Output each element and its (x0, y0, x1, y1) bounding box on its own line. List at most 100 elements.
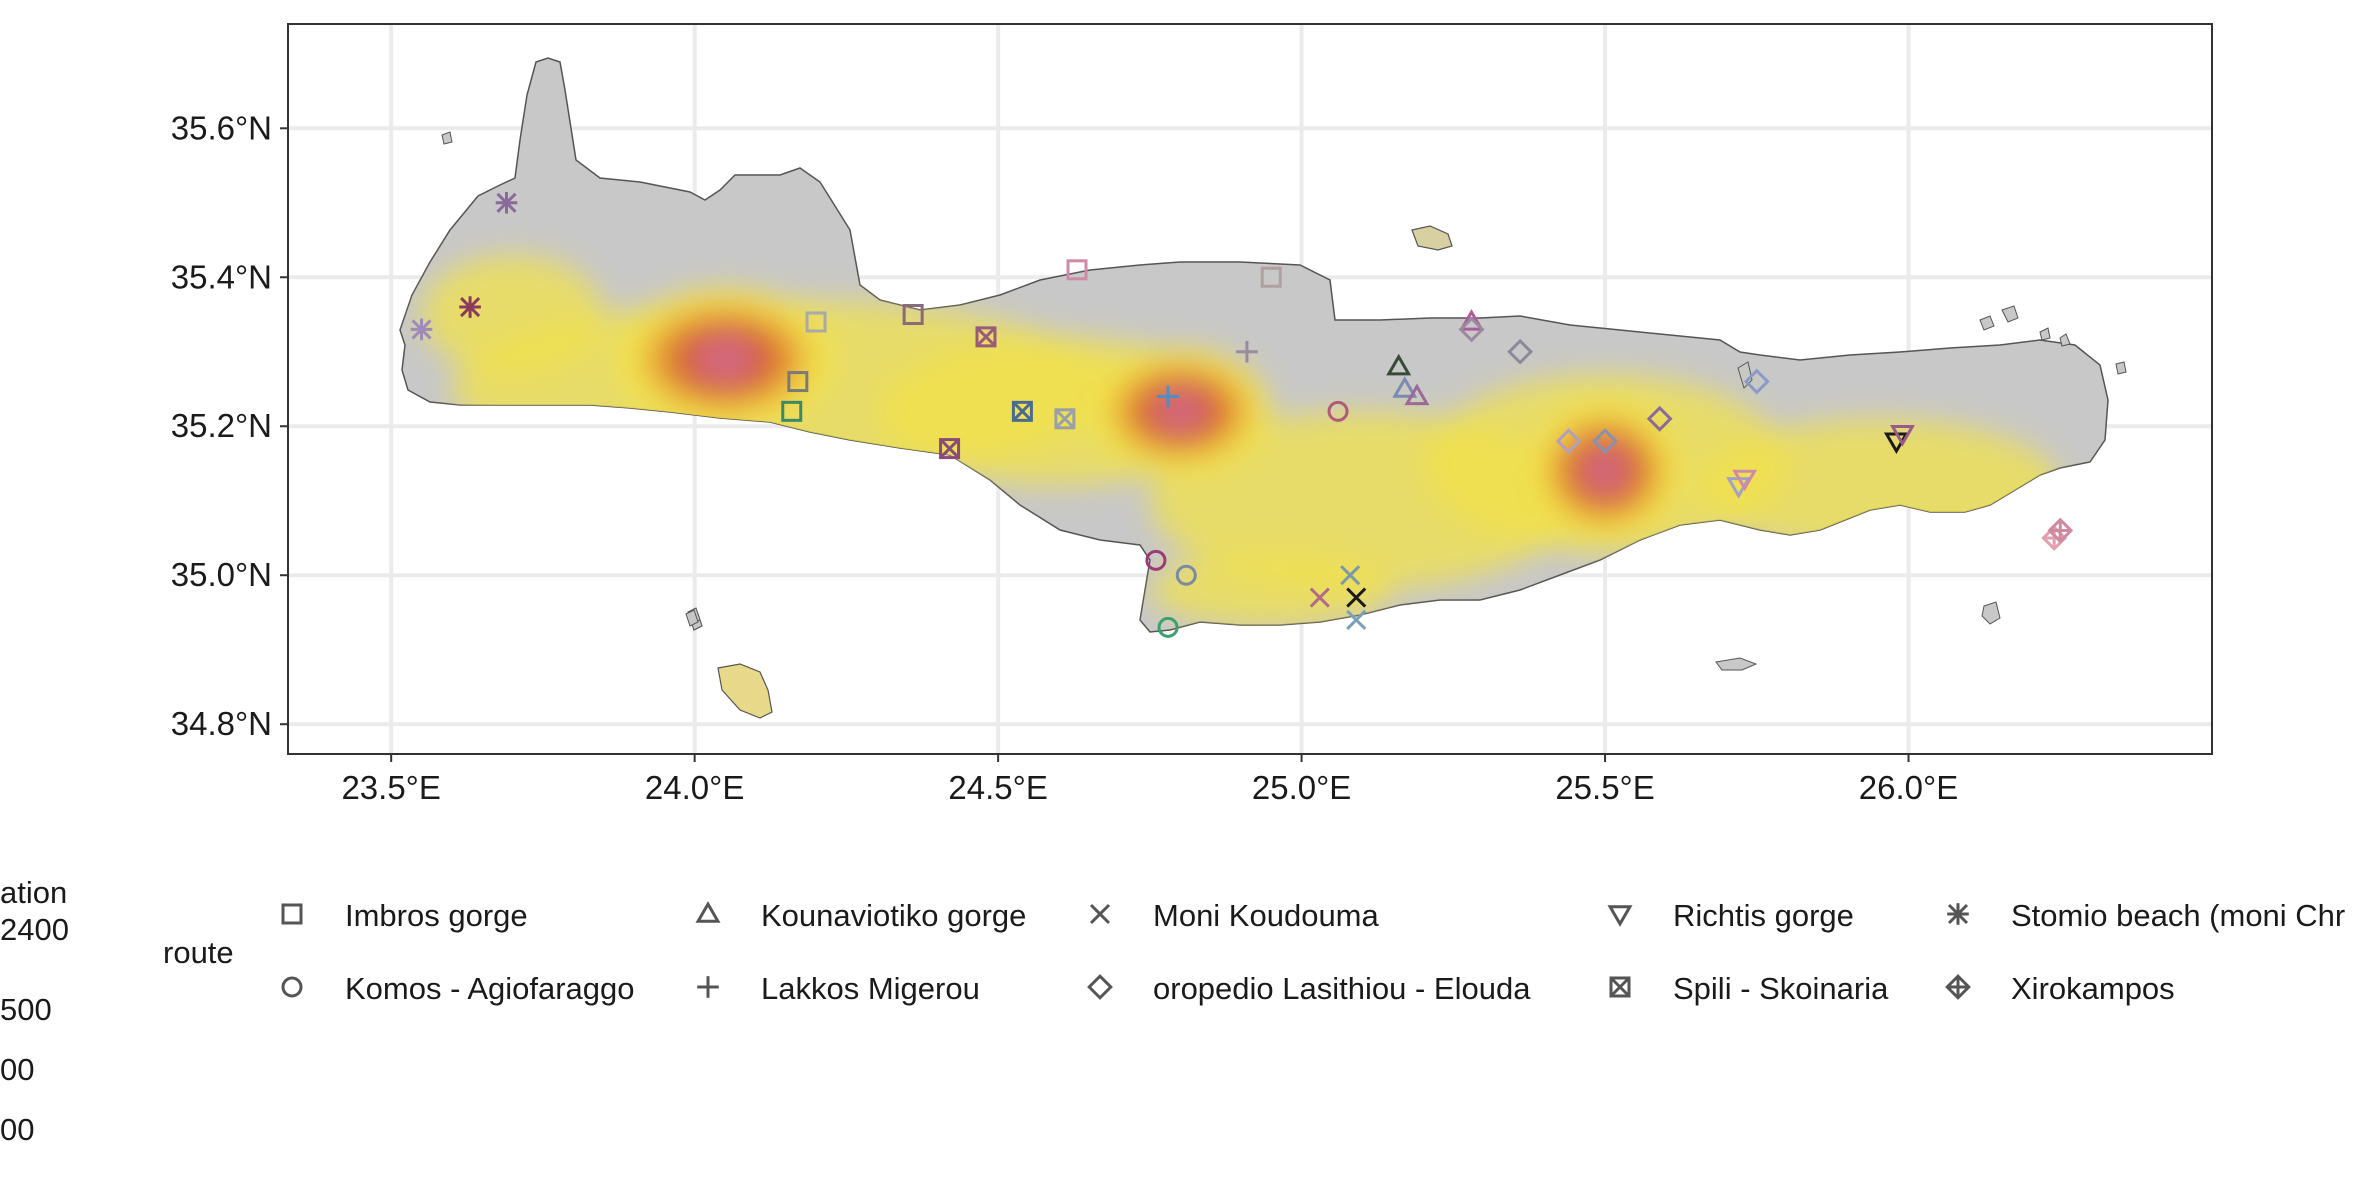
elevation-legend-top-label: 2400 (0, 912, 69, 947)
route-legend-item: Stomio beach (moni Chr (1947, 898, 2345, 933)
route-legend-item: Spili - Skoinaria (1609, 971, 1889, 1006)
route-legend-item: Imbros gorge (281, 898, 528, 933)
route-marker (1145, 549, 1167, 571)
route-marker (495, 191, 518, 214)
dionysades-island (2001, 305, 2019, 323)
triangle-down-icon (1607, 905, 1633, 927)
route-legend-label: Richtis gorge (1673, 898, 1854, 933)
x-tick-label: 24.0°E (645, 769, 744, 806)
diamond-plus-icon (1945, 974, 1971, 1000)
route-marker (1646, 405, 1673, 432)
route-marker (1555, 428, 1582, 455)
triangle-up-icon (695, 901, 721, 923)
elevation-legend-title: ation (0, 875, 67, 910)
y-tick-label: 35.6°N (171, 109, 272, 146)
route-marker (1236, 340, 1258, 363)
circle-icon (281, 976, 303, 998)
route-legend-item: Richtis gorge (1607, 898, 1854, 933)
route-marker (805, 311, 827, 333)
x-tick-label: 25.0°E (1252, 769, 1351, 806)
route-marker (1340, 565, 1361, 586)
route-marker (1743, 368, 1770, 395)
y-tick-label: 35.2°N (171, 407, 272, 444)
route-marker (1404, 383, 1430, 406)
route-marker (1175, 564, 1197, 586)
cross-icon (1089, 903, 1111, 925)
route-legend-label: oropedio Lasithiou - Elouda (1153, 971, 1531, 1006)
route-marker (1054, 408, 1076, 430)
route-marker (1157, 385, 1179, 408)
square-cross-icon (1609, 976, 1631, 998)
route-marker (1260, 266, 1282, 288)
x-tick-label: 26.0°E (1859, 769, 1958, 806)
route-legend-label: Moni Koudouma (1153, 898, 1380, 933)
islet-n1 (2039, 327, 2051, 341)
islet-n2 (2059, 333, 2071, 347)
route-legend-label: Lakkos Migerou (761, 971, 980, 1006)
elevation-lowland (421, 254, 604, 375)
route-marker (1386, 353, 1412, 376)
route-marker (781, 400, 803, 422)
route-legend-label: Stomio beach (moni Chr (2011, 898, 2345, 933)
y-tick-label: 34.8°N (171, 705, 272, 742)
route-marker (410, 318, 433, 341)
route-marker (1011, 400, 1033, 422)
y-axis: 34.8°N 35.0°N 35.2°N 35.4°N 35.6°N (171, 109, 288, 742)
route-marker (459, 296, 481, 318)
x-tick-label: 23.5°E (341, 769, 440, 806)
route-marker (1346, 609, 1367, 630)
elevation-legend-label: 00 (0, 1052, 34, 1087)
spinalonga-area (1737, 361, 1753, 389)
route-legend-item: Kounaviotiko gorge (695, 898, 1026, 933)
route-marker (902, 304, 924, 326)
y-tick-label: 35.4°N (171, 258, 272, 295)
route-legend-item: Moni Koudouma (1089, 898, 1380, 933)
route-marker (975, 326, 997, 348)
route-marker (1458, 316, 1485, 343)
route-marker (787, 371, 809, 393)
x-axis: 23.5°E 24.0°E 24.5°E 25.0°E 25.5°E 26.0°E (341, 754, 1958, 806)
route-marker (1507, 338, 1534, 365)
route-marker (1066, 259, 1088, 281)
y-tick-label: 35.0°N (171, 556, 272, 593)
route-legend-label: Kounaviotiko gorge (761, 898, 1026, 933)
route-marker (1732, 469, 1758, 492)
elevation-band-peak (1583, 447, 1627, 495)
chrysi-island (1715, 657, 1758, 671)
route-legend-label: Komos - Agiofaraggo (345, 971, 635, 1006)
route-legend-label: Spili - Skoinaria (1673, 971, 1889, 1006)
diamond-icon (1087, 974, 1113, 1000)
islet-e (2115, 361, 2127, 375)
route-legend-item: Lakkos Migerou (697, 971, 980, 1006)
gavdos-island (717, 663, 773, 719)
route-marker (1157, 616, 1179, 638)
route-marker (1592, 428, 1618, 455)
route-marker (1889, 424, 1915, 447)
islet-s1 (685, 609, 699, 627)
route-legend-title: route (163, 935, 234, 970)
islet-north-sitia (1979, 315, 1995, 331)
route-marker (939, 438, 961, 460)
gramvousa-island (441, 131, 453, 145)
elevation-legend-label: 00 (0, 1112, 34, 1147)
route-marker (1346, 587, 1367, 608)
koufonisi-island (1981, 601, 2001, 625)
route-legend-item: Xirokampos (1945, 971, 2175, 1006)
x-tick-label: 25.5°E (1555, 769, 1654, 806)
route-legend-item: Komos - Agiofaraggo (281, 971, 635, 1006)
asterisk-icon (1947, 903, 1969, 925)
route-legend: route Imbros gorge Komos - Agiofaraggo Kou… (163, 898, 2345, 1006)
plus-icon (697, 976, 719, 998)
x-tick-label: 24.5°E (948, 769, 1047, 806)
route-legend-label: Xirokampos (2011, 971, 2175, 1006)
route-legend-label: Imbros gorge (345, 898, 528, 933)
map-panel-border (287, 23, 2213, 755)
route-legend-item: oropedio Lasithiou - Elouda (1087, 971, 1531, 1006)
route-markers (410, 191, 2074, 638)
route-marker (1459, 309, 1485, 331)
elevation-legend-label: 500 (0, 992, 52, 1027)
route-marker (1327, 400, 1349, 422)
elevation-lowland (1149, 552, 1393, 628)
route-marker (1309, 587, 1330, 608)
